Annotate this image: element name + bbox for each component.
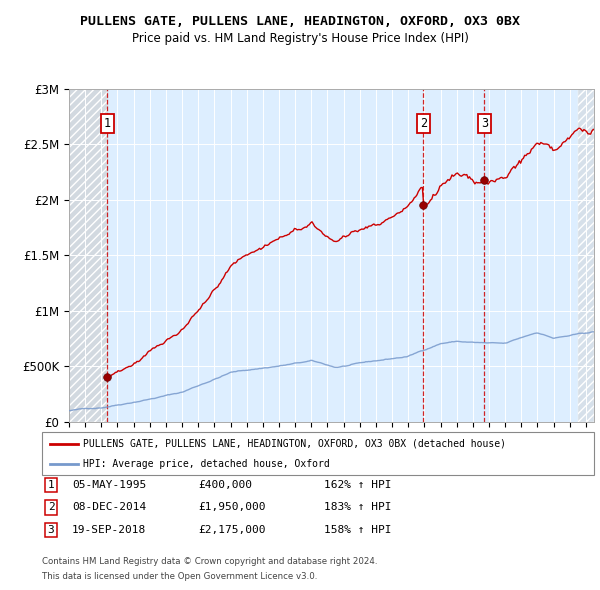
Text: 05-MAY-1995: 05-MAY-1995 <box>72 480 146 490</box>
Text: 08-DEC-2014: 08-DEC-2014 <box>72 503 146 512</box>
Text: 1: 1 <box>47 480 55 490</box>
Bar <box>578 88 594 422</box>
Text: £1,950,000: £1,950,000 <box>198 503 265 512</box>
Text: PULLENS GATE, PULLENS LANE, HEADINGTON, OXFORD, OX3 0BX (detached house): PULLENS GATE, PULLENS LANE, HEADINGTON, … <box>83 438 506 448</box>
Text: 3: 3 <box>47 525 55 535</box>
Text: Price paid vs. HM Land Registry's House Price Index (HPI): Price paid vs. HM Land Registry's House … <box>131 32 469 45</box>
Text: £400,000: £400,000 <box>198 480 252 490</box>
Bar <box>578 88 594 422</box>
Text: 3: 3 <box>481 117 488 130</box>
Text: 19-SEP-2018: 19-SEP-2018 <box>72 525 146 535</box>
Text: 162% ↑ HPI: 162% ↑ HPI <box>324 480 392 490</box>
Text: PULLENS GATE, PULLENS LANE, HEADINGTON, OXFORD, OX3 0BX: PULLENS GATE, PULLENS LANE, HEADINGTON, … <box>80 15 520 28</box>
Text: HPI: Average price, detached house, Oxford: HPI: Average price, detached house, Oxfo… <box>83 459 330 469</box>
Text: 183% ↑ HPI: 183% ↑ HPI <box>324 503 392 512</box>
Text: 158% ↑ HPI: 158% ↑ HPI <box>324 525 392 535</box>
Text: 2: 2 <box>47 503 55 512</box>
Text: 1: 1 <box>104 117 111 130</box>
Text: This data is licensed under the Open Government Licence v3.0.: This data is licensed under the Open Gov… <box>42 572 317 581</box>
Bar <box>69 88 107 422</box>
Text: Contains HM Land Registry data © Crown copyright and database right 2024.: Contains HM Land Registry data © Crown c… <box>42 558 377 566</box>
Text: 2: 2 <box>419 117 427 130</box>
Bar <box>69 88 107 422</box>
Text: £2,175,000: £2,175,000 <box>198 525 265 535</box>
FancyBboxPatch shape <box>42 432 594 475</box>
